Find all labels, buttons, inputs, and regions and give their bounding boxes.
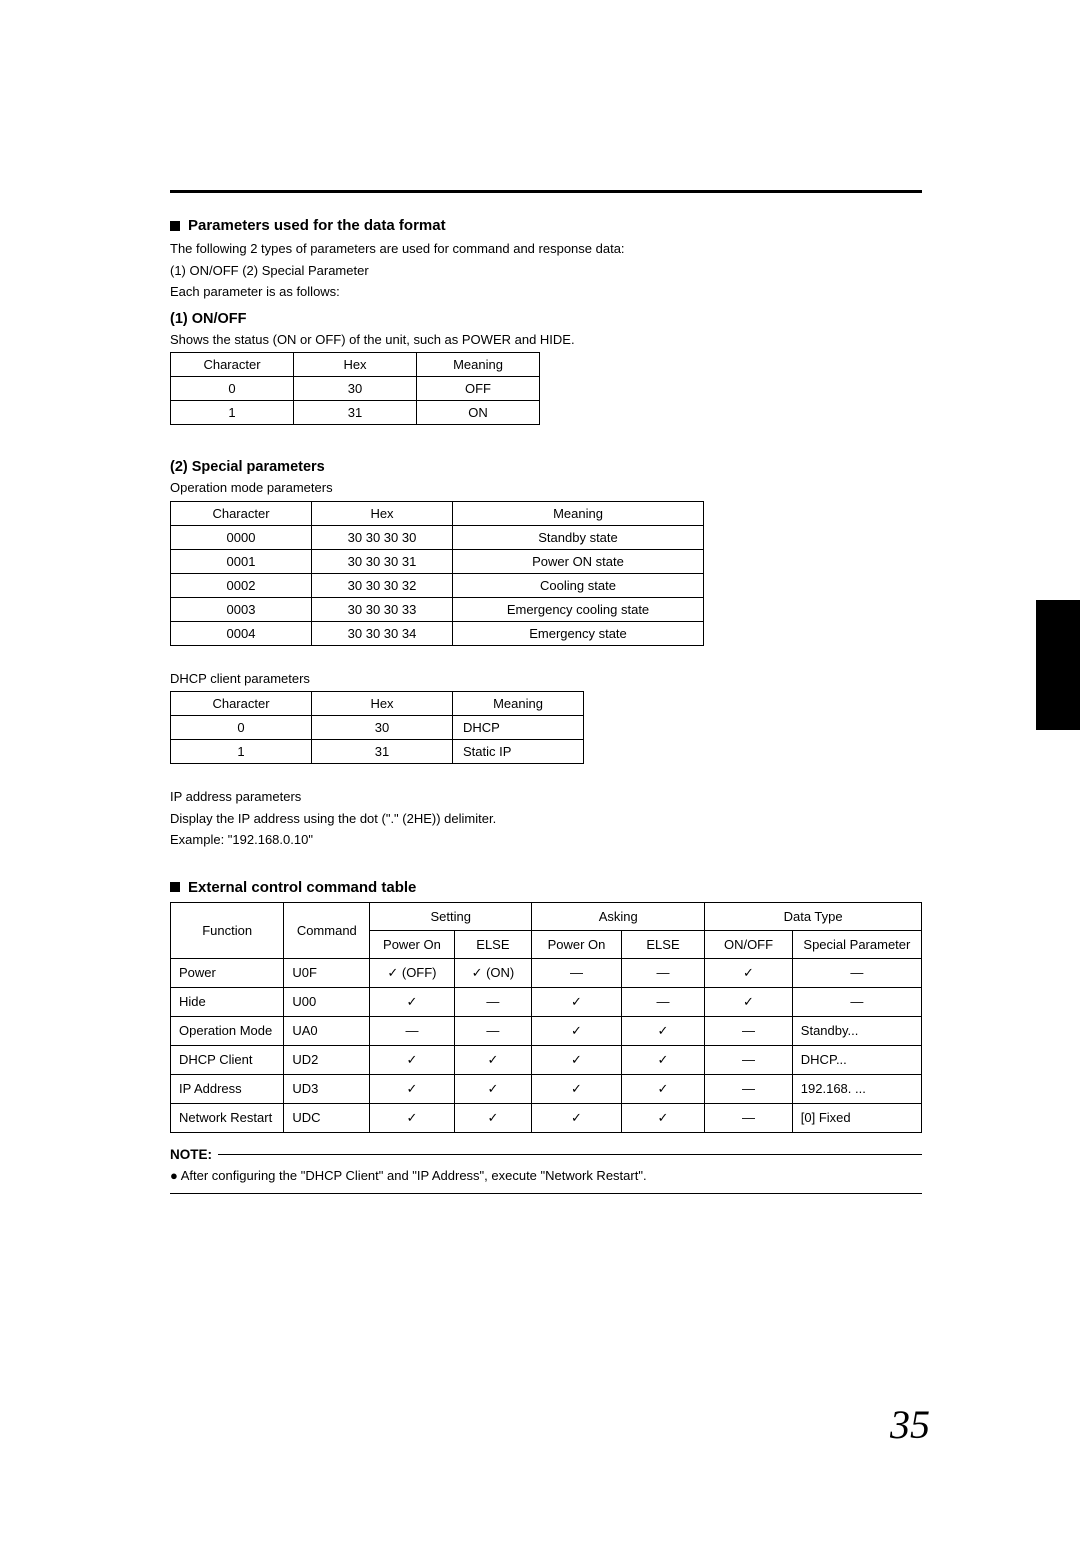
table-row: Operation Mode UA0 — — ✓ ✓ — Standby... [171,1016,922,1045]
note-rule [218,1154,922,1155]
note-label: NOTE: [170,1147,212,1162]
th-character: Character [171,353,294,377]
intro-line-3: Each parameter is as follows: [170,283,922,301]
spacer [170,652,922,670]
side-tab-marker [1036,600,1080,730]
section-title: External control command table [188,879,416,896]
note-head: NOTE: [170,1147,922,1162]
table-row: 000130 30 30 31Power ON state [171,549,704,573]
external-command-table: Function Command Setting Asking Data Typ… [170,902,922,1133]
spacer [170,431,922,449]
table-row: Character Hex Meaning [171,692,584,716]
page-number: 35 [890,1401,930,1448]
dhcp-table: Character Hex Meaning 030DHCP 131Static … [170,691,584,764]
square-bullet-icon [170,221,180,231]
table-row: Network Restart UDC ✓ ✓ ✓ ✓ — [0] Fixed [171,1103,922,1132]
ip-desc-1: Display the IP address using the dot (".… [170,810,922,828]
dhcp-label: DHCP client parameters [170,670,922,688]
section-parameters-head: Parameters used for the data format [170,217,922,234]
table-row: IP Address UD3 ✓ ✓ ✓ ✓ — 192.168. ... [171,1074,922,1103]
onoff-desc: Shows the status (ON or OFF) of the unit… [170,331,922,349]
table-row: Power U0F ✓ (OFF) ✓ (ON) — — ✓ — [171,958,922,987]
spacer [170,770,922,788]
table-row: 0 30 OFF [171,377,540,401]
onoff-table: Character Hex Meaning 0 30 OFF 1 31 ON [170,352,540,425]
square-bullet-icon [170,882,180,892]
spacer [170,853,922,879]
ip-label: IP address parameters [170,788,922,806]
table-row: 000030 30 30 30Standby state [171,525,704,549]
page-container: Parameters used for the data format The … [0,0,1080,1548]
table-row: 1 31 ON [171,401,540,425]
th-hex: Hex [294,353,417,377]
section-external-head: External control command table [170,879,922,896]
onoff-subhead: (1) ON/OFF [170,311,922,327]
table-row: Hide U00 ✓ — ✓ — ✓ — [171,987,922,1016]
intro-line-2: (1) ON/OFF (2) Special Parameter [170,262,922,280]
table-row: 030DHCP [171,716,584,740]
special-params-table: Character Hex Meaning 000030 30 30 30Sta… [170,501,704,646]
section-title: Parameters used for the data format [188,217,446,234]
table-row: 131Static IP [171,740,584,764]
table-row: DHCP Client UD2 ✓ ✓ ✓ ✓ — DHCP... [171,1045,922,1074]
intro-line-1: The following 2 types of parameters are … [170,240,922,258]
note-bottom-rule [170,1193,922,1194]
ip-desc-2: Example: "192.168.0.10" [170,831,922,849]
special-desc: Operation mode parameters [170,479,922,497]
table-row: Character Hex Meaning [171,501,704,525]
table-row: 000230 30 30 32Cooling state [171,573,704,597]
top-rule [170,190,922,193]
table-row: Character Hex Meaning [171,353,540,377]
th-meaning: Meaning [417,353,540,377]
table-row: 000430 30 30 34Emergency state [171,621,704,645]
table-row: Function Command Setting Asking Data Typ… [171,902,922,930]
special-subhead: (2) Special parameters [170,459,922,475]
table-row: 000330 30 30 33Emergency cooling state [171,597,704,621]
note-text: ● After configuring the "DHCP Client" an… [170,1168,922,1183]
